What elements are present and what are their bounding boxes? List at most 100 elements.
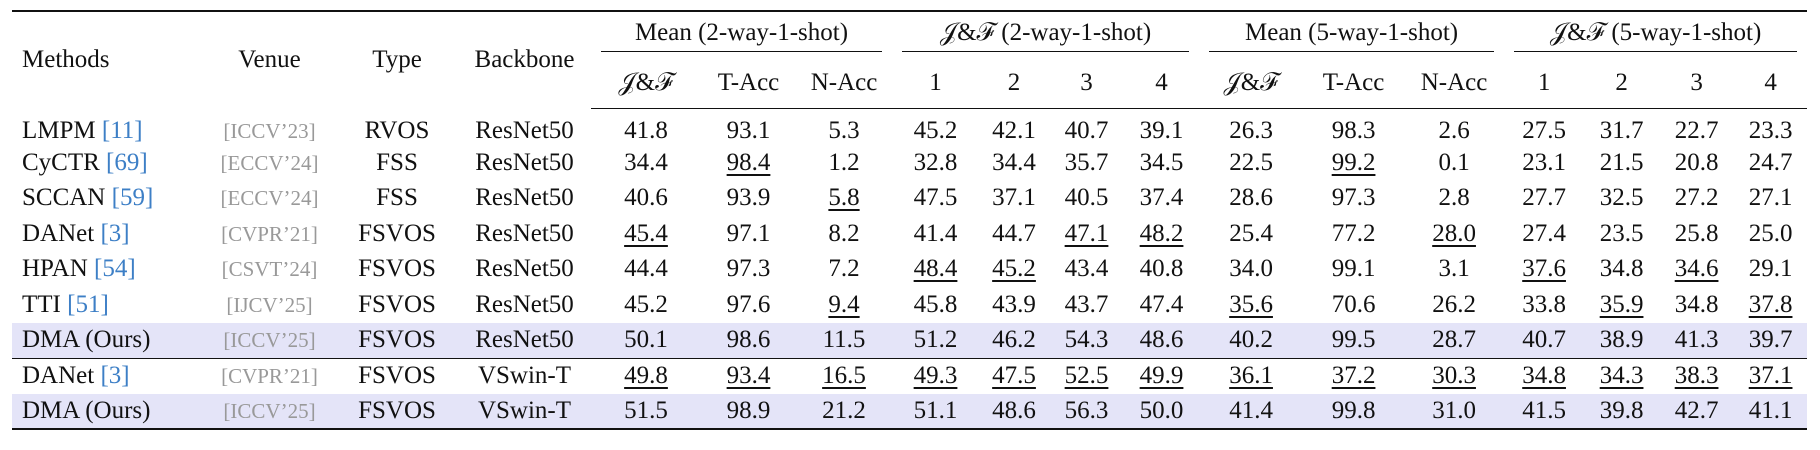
value-cell: 45.2 [591,287,701,323]
column-header: Type [336,10,458,109]
table-section: LMPM [11] [ICCV’23] RVOS ResNet50 41.8 93.1 5.… [12,109,1808,359]
value: 27.1 [1748,184,1793,212]
results-table: Methods Venue Type Backbone Mean (2-way-1-sh… [12,10,1808,430]
subcolumn-header: T-Acc [701,58,796,109]
reference: [3] [100,362,130,389]
header-row: Methods Venue Type Backbone Mean (2-way-1-sh… [12,10,1808,109]
value: 93.4 [726,362,771,389]
value: 48.6 [1139,326,1184,353]
value: 46.2 [992,326,1036,353]
value: 98.9 [726,396,771,424]
value-cell: 48.6 [1124,323,1199,359]
backbone-cell: VSwin-T [458,393,591,430]
backbone-cell: VSwin-T [458,357,591,394]
value: 31.7 [1599,117,1644,144]
group-label: 𝒥&ℱ (2-way-1-shot) [902,19,1190,52]
value: 51.1 [913,396,958,424]
subcolumn-header: 1 [892,58,980,109]
value-cell: 30.3 [1404,357,1505,394]
backbone-cell: ResNet50 [475,290,574,318]
value: 27.4 [1522,219,1566,247]
value: 16.5 [822,362,866,389]
value: 38.9 [1599,326,1644,353]
value: 37.1 [1748,362,1793,389]
value-cell: 98.3 [1303,109,1404,146]
subcolumn-header: 4 [1734,58,1808,109]
value-cell: 26.3 [1199,109,1303,146]
value-cell: 5.3 [796,109,892,146]
value-cell: 45.2 [979,252,1049,288]
value: 99.1 [1331,255,1376,283]
value-cell: 37.4 [1124,181,1199,217]
value-cell: 44.4 [591,252,701,288]
value: 26.2 [1432,290,1476,318]
venue: [CSVT’24] [221,257,318,282]
venue-cell: [ICCV’25] [203,393,336,430]
value-cell: 25.4 [1199,216,1303,252]
value: 97.6 [726,290,771,318]
value-cell: 98.4 [701,145,796,181]
value-cell: 50.1 [591,323,701,359]
table-section: DANet [3] [CVPR’21] FSVOS VSwin-T 49.8 93.4 16… [12,357,1808,430]
backbone-cell: ResNet50 [475,219,574,247]
type-cell: FSVOS [336,357,458,394]
value: 41.3 [1674,326,1719,353]
value-cell: 0.1 [1404,145,1504,181]
type-cell: FSVOS [358,255,436,283]
value-cell: 34.8 [1584,252,1659,288]
value: 41.8 [624,117,668,144]
value-cell: 52.5 [1049,357,1125,394]
type-cell: FSVOS [358,326,436,353]
value-cell: 37.6 [1504,252,1584,288]
value: 47.5 [913,184,958,212]
table-wrap: Methods Venue Type Backbone Mean (2-way-1-sh… [12,10,1808,430]
value: 45.4 [624,219,668,247]
value: 98.4 [726,148,771,176]
value: 48.2 [1139,219,1184,247]
value-cell: 49.8 [591,357,701,394]
value: 24.7 [1748,148,1793,176]
value-cell: 37.8 [1734,287,1807,323]
method-name: SCCAN [22,184,106,212]
value-cell: 28.0 [1404,216,1504,252]
value-cell: 40.7 [1049,109,1124,146]
reference: [69] [106,148,148,176]
value-cell: 98.9 [701,393,796,430]
value: 98.6 [726,326,771,353]
method-name: TTI [22,290,61,318]
venue-cell: [CVPR’21] [203,216,336,252]
value: 21.2 [822,396,866,424]
value: 97.3 [726,255,771,283]
venue-cell: [CVPR’21] [203,357,336,394]
value-cell: 3.1 [1404,252,1504,288]
group-header: Mean (5-way-1-shot) [1199,10,1505,58]
value-cell: 27.1 [1734,181,1807,217]
value-cell: 23.1 [1504,145,1584,181]
value-cell: 35.9 [1584,287,1659,323]
backbone-cell: ResNet50 [475,326,574,353]
value-cell: 47.1 [1049,216,1124,252]
value: 22.5 [1229,148,1273,176]
venue: [CVPR’21] [221,364,318,388]
group-label: 𝒥&ℱ (5-way-1-shot) [1514,19,1798,52]
value: 45.2 [992,255,1036,283]
value-cell: 41.1 [1734,393,1808,430]
value-cell: 37.2 [1303,357,1405,394]
value: 45.8 [913,290,958,318]
method-cell: SCCAN [59] [12,181,203,217]
method-cell: CyCTR [69] [12,145,203,181]
value: 20.8 [1674,148,1719,176]
value-cell: 39.7 [1734,323,1807,359]
group-header: 𝒥&ℱ (2-way-1-shot) [892,10,1200,58]
value-cell: 51.1 [892,393,980,430]
value: 39.1 [1139,117,1184,144]
value: 99.8 [1331,396,1376,424]
value: 49.8 [624,362,668,389]
value: 50.0 [1139,396,1184,424]
value-cell: 46.2 [979,323,1049,359]
value: 52.5 [1064,362,1109,389]
value: 27.7 [1522,184,1566,212]
value: 27.5 [1522,117,1566,144]
value: 25.4 [1229,219,1273,247]
value: 49.3 [913,362,958,389]
